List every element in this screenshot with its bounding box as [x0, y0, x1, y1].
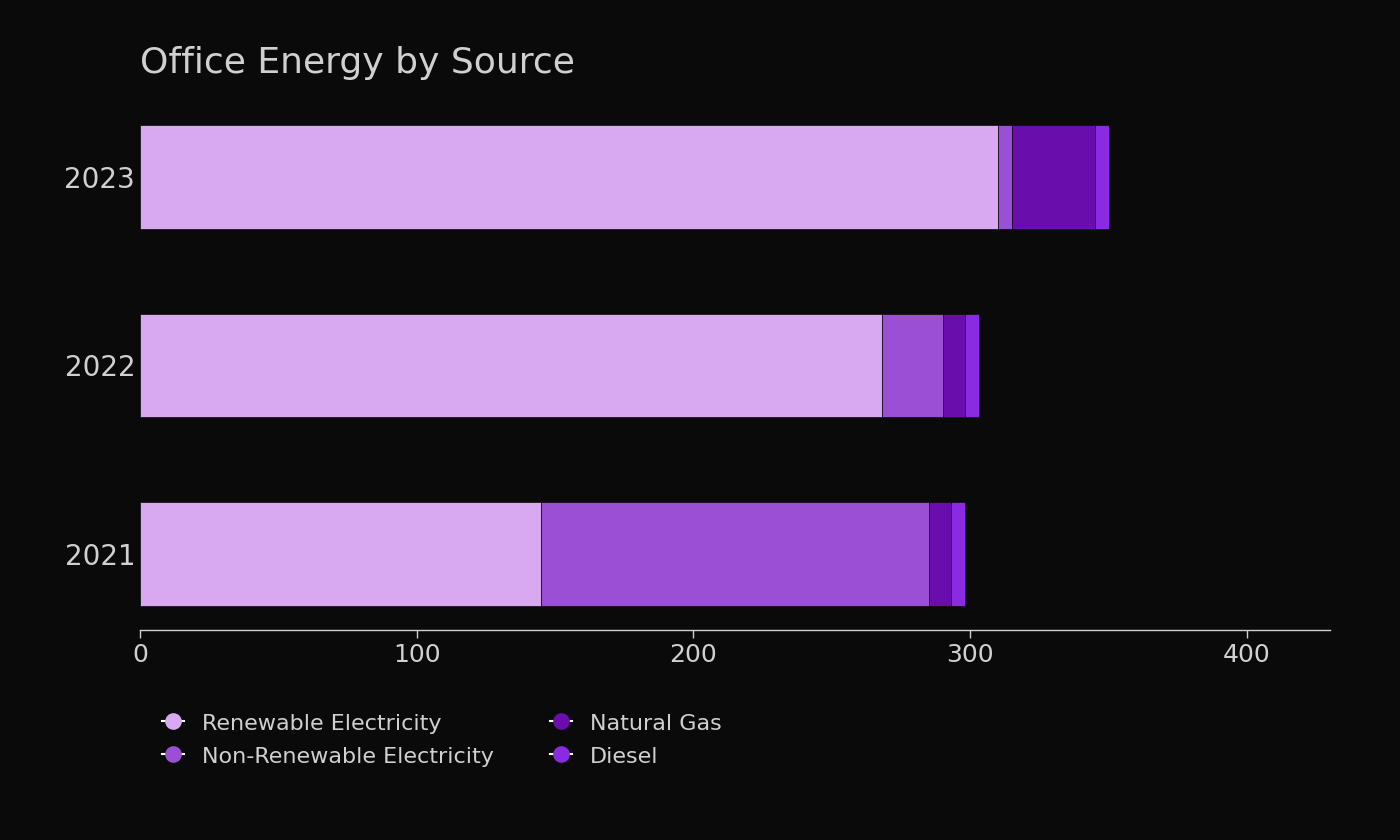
Bar [882, 313, 942, 417]
Bar [140, 125, 998, 228]
Bar [542, 502, 928, 606]
Legend: Renewable Electricity, Non-Renewable Electricity, Natural Gas, Diesel: Renewable Electricity, Non-Renewable Ele… [151, 701, 732, 778]
Bar [998, 125, 1012, 228]
Bar [928, 502, 951, 606]
Bar [1012, 125, 1095, 228]
Text: Office Energy by Source: Office Energy by Source [140, 46, 575, 80]
Bar [140, 313, 882, 417]
Bar [1095, 125, 1109, 228]
Bar [942, 313, 965, 417]
Bar [951, 502, 965, 606]
Bar [140, 502, 542, 606]
Bar [965, 313, 979, 417]
